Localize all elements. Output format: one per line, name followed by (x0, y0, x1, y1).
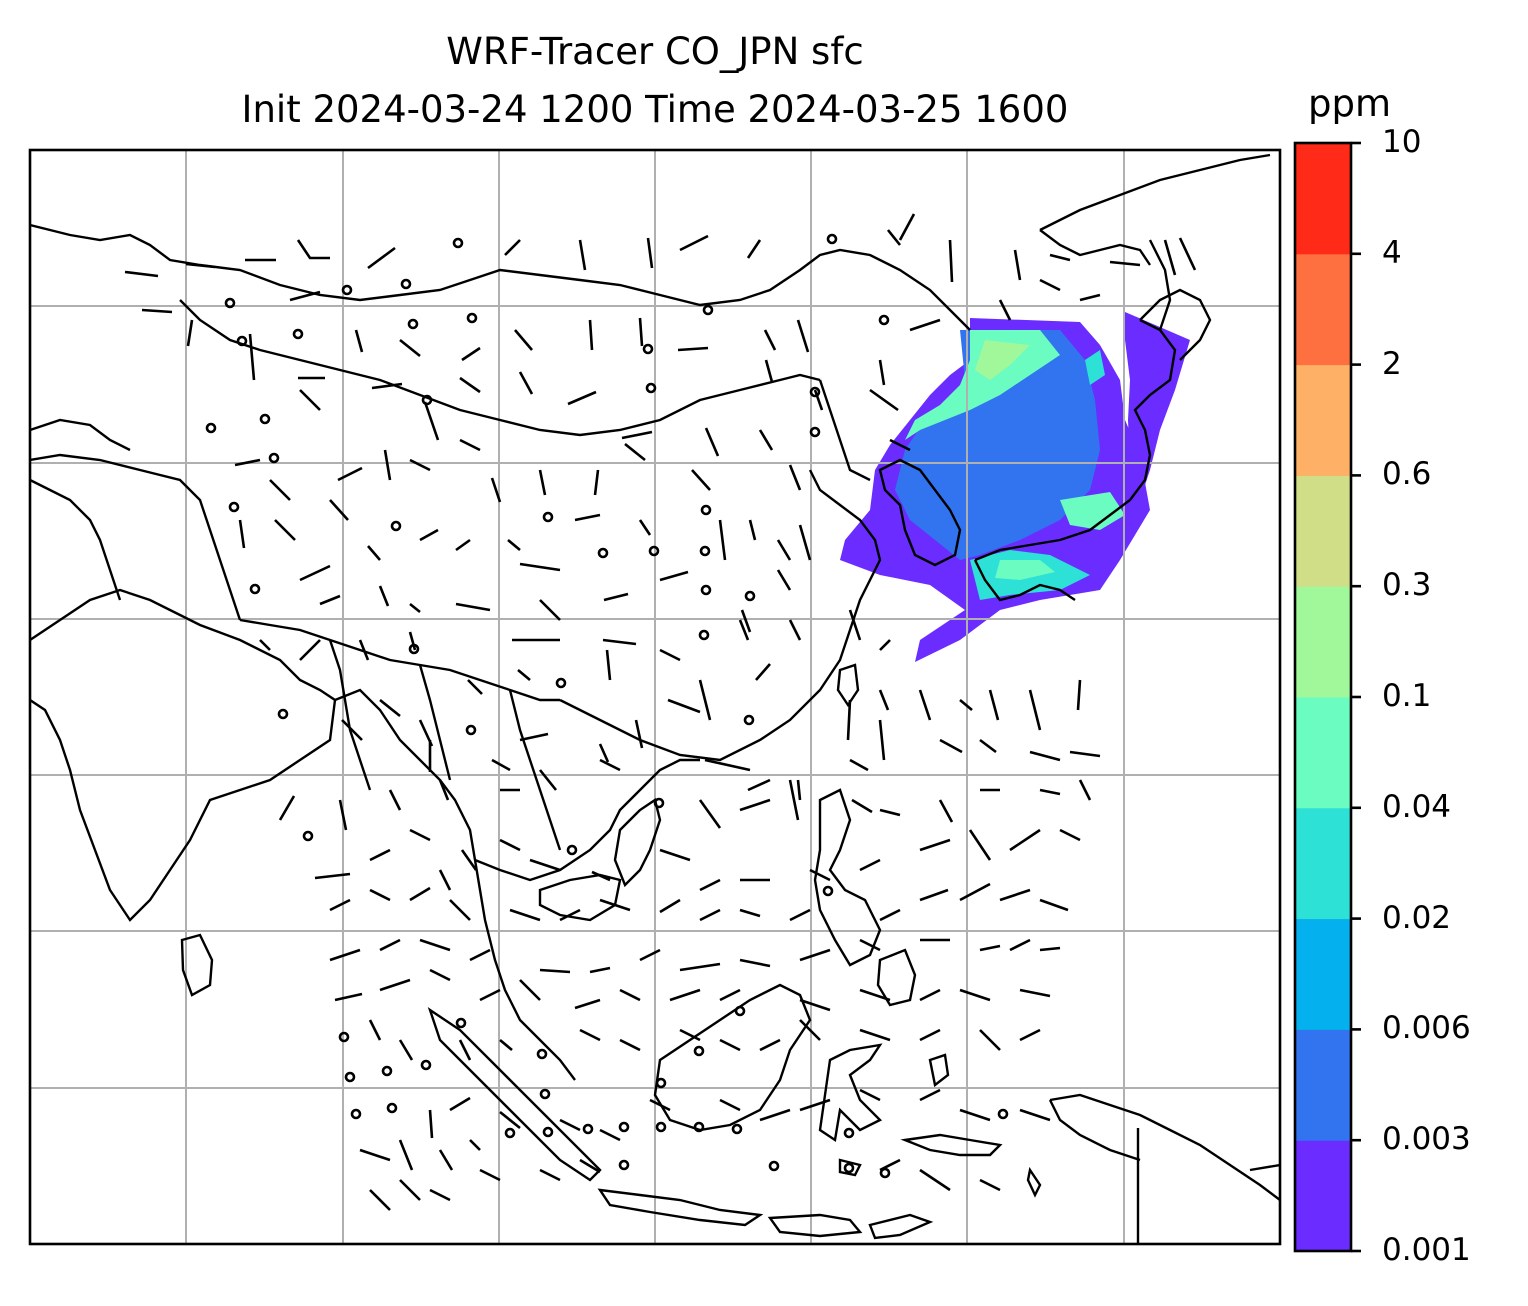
tracer-plume (840, 312, 1190, 662)
colorbar-unit-label: ppm (1308, 82, 1392, 125)
colorbar (1293, 141, 1361, 1253)
chart-subtitle: Init 2024-03-24 1200 Time 2024-03-25 160… (241, 88, 1069, 131)
colorbar-segment (1295, 475, 1351, 587)
gridlines (30, 150, 1280, 1244)
colorbar-segment (1295, 1140, 1351, 1252)
colorbar-segment (1295, 143, 1351, 255)
colorbar-tick-label: 0.003 (1382, 1121, 1471, 1158)
colorbar-tick-label: 0.6 (1382, 456, 1432, 493)
colorbar-segment (1295, 807, 1351, 920)
colorbar-tick-label: 0.02 (1382, 899, 1452, 936)
colorbar-tick-label: 10 (1382, 124, 1422, 160)
colorbar-segment (1295, 586, 1351, 698)
colorbar-tick-label: 2 (1382, 345, 1402, 382)
colorbar-segment (1295, 253, 1351, 366)
colorbar-segment (1295, 1029, 1351, 1141)
colorbar-segment (1295, 364, 1351, 476)
colorbar-tick-label: 0.001 (1382, 1232, 1471, 1268)
colorbar-tick-label: 4 (1382, 234, 1402, 271)
wind-barbs (124, 213, 1197, 1211)
calm-wind-markers (205, 233, 1009, 1179)
colorbar-tick-label: 0.006 (1382, 1010, 1471, 1047)
colorbar-tick-label: 0.04 (1382, 788, 1452, 825)
chart-title: WRF-Tracer CO_JPN sfc (446, 30, 864, 73)
coastlines (30, 153, 1280, 1244)
colorbar-segment (1295, 697, 1351, 809)
colorbar-segment (1295, 918, 1351, 1030)
colorbar-tick-label: 0.3 (1382, 567, 1432, 604)
map-frame (28, 148, 1282, 1246)
colorbar-tick-label: 0.1 (1382, 678, 1432, 714)
